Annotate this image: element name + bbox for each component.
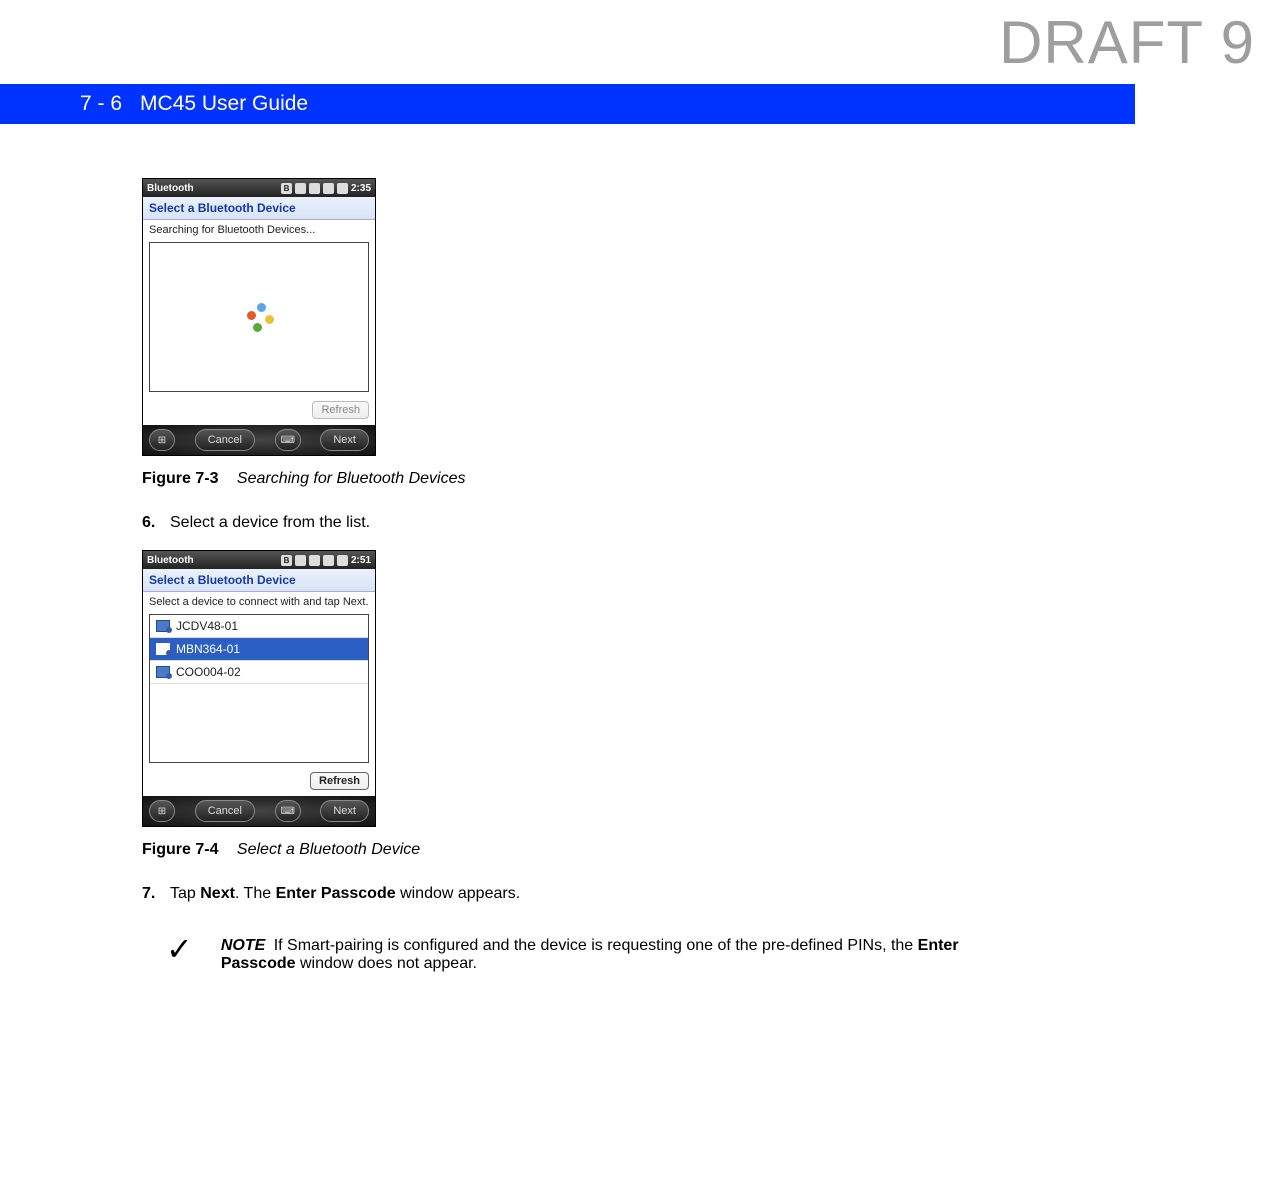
select-message: Select a device to connect with and tap … — [149, 596, 369, 608]
dialog-title: Select a Bluetooth Device — [143, 569, 375, 592]
note-label: NOTE — [221, 937, 265, 954]
t: window does not appear. — [296, 955, 477, 972]
note-text: NOTE If Smart-pairing is configured and … — [221, 937, 959, 973]
bluetooth-icon: B — [281, 555, 292, 566]
signal-icon — [295, 183, 306, 194]
t: Next — [200, 885, 235, 902]
windows-icon[interactable]: ⊞ — [149, 429, 175, 451]
device-name: JCDV48-01 — [176, 619, 238, 633]
step-number: 7. — [142, 885, 170, 903]
sound-icon — [323, 183, 334, 194]
status-time: 2:51 — [351, 555, 371, 566]
device-icon — [156, 620, 170, 632]
step-number: 6. — [142, 514, 170, 532]
t: If Smart-pairing is configured and the d… — [274, 937, 918, 954]
battery-icon — [337, 555, 348, 566]
cancel-button[interactable]: Cancel — [195, 429, 255, 451]
bottom-bar: ⊞ Cancel ⌨ Next — [143, 425, 375, 455]
draft-watermark: DRAFT 9 — [999, 8, 1255, 77]
device-list-item[interactable]: JCDV48-01 — [150, 615, 368, 638]
fig-title: Select a Bluetooth Device — [237, 841, 420, 858]
device-name: COO004-02 — [176, 665, 241, 679]
sync-icon — [309, 183, 320, 194]
fig-label: Figure 7-4 — [142, 841, 218, 858]
device-name: MBN364-01 — [176, 642, 240, 656]
signal-icon — [295, 555, 306, 566]
device-icon — [156, 643, 170, 655]
loading-dots — [239, 297, 279, 337]
searching-message: Searching for Bluetooth Devices... — [149, 224, 369, 236]
fig-title: Searching for Bluetooth Devices — [237, 470, 466, 487]
figure-7-3-caption: Figure 7-3 Searching for Bluetooth Devic… — [142, 470, 1142, 488]
dialog-title: Select a Bluetooth Device — [143, 197, 375, 220]
step-7: 7. Tap Next. The Enter Passcode window a… — [142, 885, 1142, 903]
note-block: ✓ NOTE If Smart-pairing is configured an… — [142, 937, 1142, 973]
page-number: 7 - 6 — [80, 92, 122, 116]
status-icons: B 2:35 — [281, 183, 371, 194]
statusbar: Bluetooth B 2:35 — [143, 179, 375, 197]
bluetooth-icon: B — [281, 183, 292, 194]
device-list-item[interactable]: COO004-02 — [150, 661, 368, 684]
t: . The — [235, 885, 276, 902]
search-box — [149, 242, 369, 392]
status-title: Bluetooth — [147, 183, 194, 194]
sound-icon — [323, 555, 334, 566]
step-6: 6. Select a device from the list. — [142, 514, 1142, 532]
status-icons: B 2:51 — [281, 555, 371, 566]
refresh-button[interactable]: Refresh — [312, 401, 369, 419]
step-text: Select a device from the list. — [170, 514, 370, 532]
fig-label: Figure 7-3 — [142, 470, 218, 487]
refresh-button[interactable]: Refresh — [310, 772, 369, 790]
battery-icon — [337, 183, 348, 194]
cancel-button[interactable]: Cancel — [195, 800, 255, 822]
t: Tap — [170, 885, 200, 902]
bottom-bar: ⊞ Cancel ⌨ Next — [143, 796, 375, 826]
checkmark-icon: ✓ — [142, 933, 193, 965]
next-button[interactable]: Next — [320, 429, 369, 451]
status-time: 2:35 — [351, 183, 371, 194]
t: Enter — [918, 937, 959, 954]
statusbar: Bluetooth B 2:51 — [143, 551, 375, 569]
device-list: JCDV48-01 MBN364-01 COO004-02 — [149, 614, 369, 763]
windows-icon[interactable]: ⊞ — [149, 800, 175, 822]
t: Passcode — [221, 955, 296, 972]
sync-icon — [309, 555, 320, 566]
next-button[interactable]: Next — [320, 800, 369, 822]
guide-title: MC45 User Guide — [140, 92, 308, 116]
keyboard-icon[interactable]: ⌨ — [275, 800, 301, 822]
status-title: Bluetooth — [147, 555, 194, 566]
device-list-item[interactable]: MBN364-01 — [150, 638, 368, 661]
keyboard-icon[interactable]: ⌨ — [275, 429, 301, 451]
t: Enter Passcode — [276, 885, 396, 902]
t: window appears. — [396, 885, 521, 902]
device-icon — [156, 666, 170, 678]
figure-7-3-screenshot: Bluetooth B 2:35 Select a Bluetooth Devi… — [142, 178, 376, 456]
step-text: Tap Next. The Enter Passcode window appe… — [170, 885, 520, 903]
figure-7-4-screenshot: Bluetooth B 2:51 Select a Bluetooth Devi… — [142, 550, 376, 827]
figure-7-4-caption: Figure 7-4 Select a Bluetooth Device — [142, 841, 1142, 859]
page-header: 7 - 6 MC45 User Guide — [0, 84, 1135, 124]
